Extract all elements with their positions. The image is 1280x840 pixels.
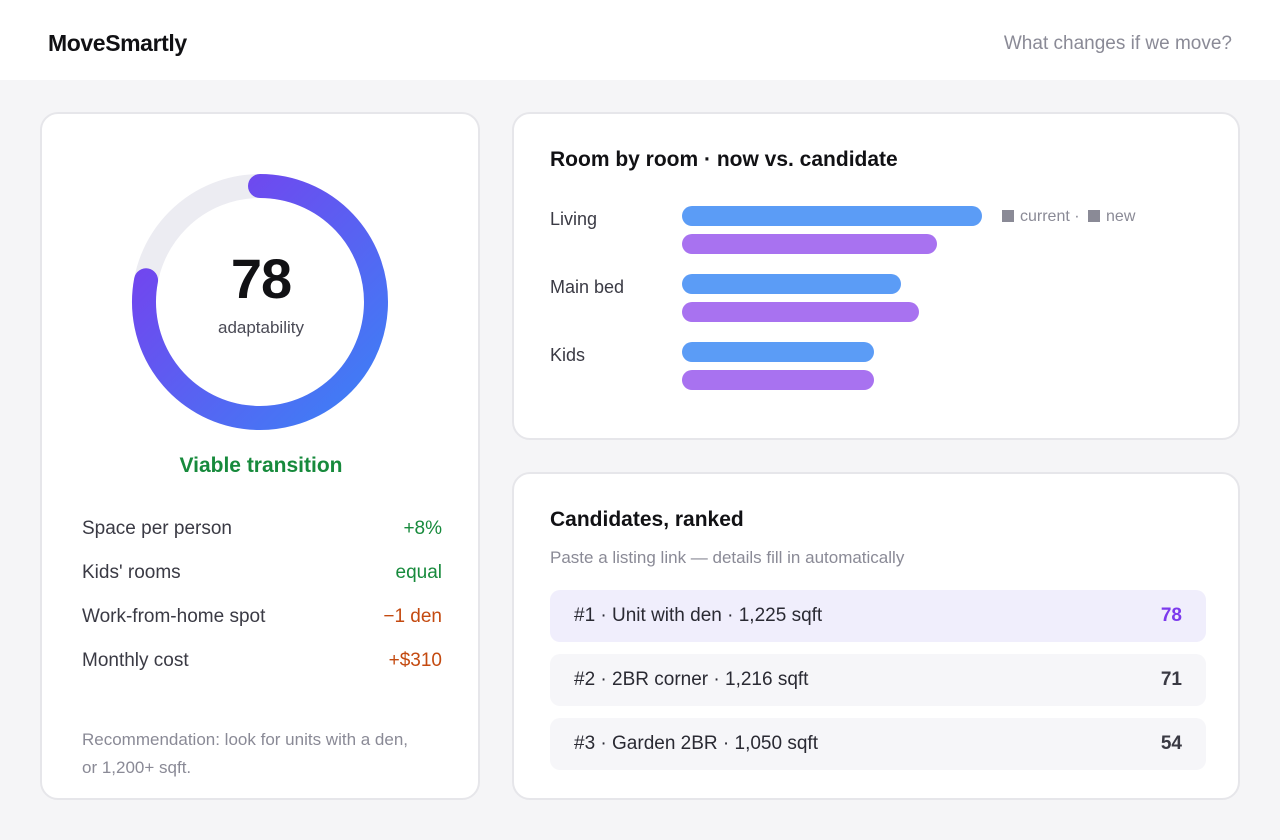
metric-value: −1 den [383,606,442,627]
candidate-score: 78 [1160,605,1182,626]
legend-new-label: new [1106,208,1136,225]
gauge-fill [132,174,388,430]
room-comparison-title: Room by room · now vs. candidate [550,148,898,171]
room-label: Main bed [550,277,624,297]
candidate-row[interactable]: #1 · Unit with den · 1,225 sqft 78 [550,590,1206,642]
bar-current [682,274,901,294]
room-label: Kids [550,345,585,365]
bar-current [682,206,982,226]
verdict-text: Viable transition [179,454,343,477]
metric-label: Space per person [82,518,232,539]
metrics-list: Space per person +8% Kids' rooms equal W… [82,518,442,694]
metric-value: +$310 [388,650,442,671]
score-label: adaptability [217,318,304,337]
candidate-row[interactable]: #3 · Garden 2BR · 1,050 sqft 54 [550,718,1206,770]
metric-row: Monthly cost +$310 [82,650,442,694]
room-label: Living [550,209,597,229]
legend-swatch-current [1002,210,1014,222]
room-comparison-card: Living Main bed Kids Room by room · now vs… [512,112,1240,440]
candidates-title: Candidates, ranked [550,508,744,531]
bar-new [682,370,874,390]
legend-current-label: current [1020,208,1070,225]
metric-label: Work-from-home spot [82,606,266,627]
candidate-row[interactable]: #2 · 2BR corner · 1,216 sqft 71 [550,654,1206,706]
candidates-card: Candidates, ranked Paste a listing link … [512,472,1240,800]
legend-separator: · [1074,208,1080,225]
metric-label: Monthly cost [82,650,189,671]
candidate-title: #1 · Unit with den · 1,225 sqft [574,605,823,626]
candidate-title: #2 · 2BR corner · 1,216 sqft [574,669,809,690]
bar-new [682,302,919,322]
candidates-list: #1 · Unit with den · 1,225 sqft 78 #2 · … [550,590,1206,782]
metric-row: Space per person +8% [82,518,442,562]
candidate-score: 54 [1160,733,1182,754]
legend-swatch-new [1088,210,1101,222]
brand-logo[interactable]: MoveSmartly [48,30,187,56]
metric-value: +8% [403,518,442,539]
candidate-score: 71 [1160,669,1182,690]
bar-current [682,342,874,362]
candidate-title: #3 · Garden 2BR · 1,050 sqft [574,733,818,754]
metric-row: Work-from-home spot −1 den [82,606,442,650]
chart-legend: current · new [1002,208,1135,226]
adaptability-card: 78 adaptability Viable transition Space … [40,112,480,800]
score-value: 78 [230,247,292,310]
top-bar: MoveSmartly What changes if we move? [0,0,1280,80]
metric-label: Kids' rooms [82,562,181,583]
bar-new [682,234,937,254]
recommendation-text: Recommendation: look for units with a de… [82,730,409,777]
metric-value: equal [395,562,443,583]
adaptability-gauge [132,174,388,430]
candidates-subtitle: Paste a listing link — details fill in a… [550,548,905,567]
what-changes-link[interactable]: What changes if we move? [1003,33,1232,54]
metric-row: Kids' rooms equal [82,562,442,606]
room-comparison-chart: Living Main bed Kids [550,206,982,390]
